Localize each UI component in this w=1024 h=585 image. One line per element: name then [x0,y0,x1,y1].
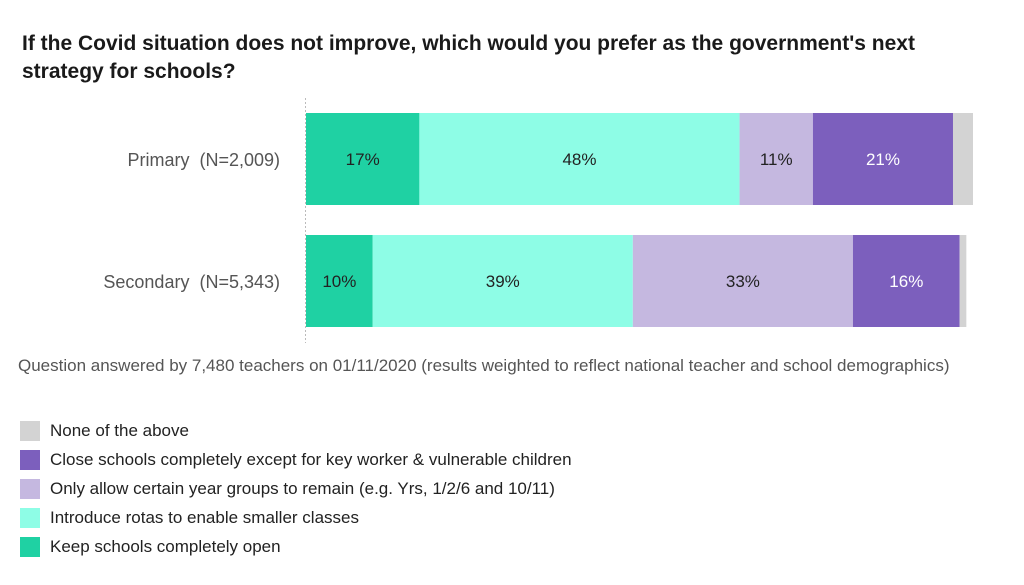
legend-label: None of the above [50,420,189,440]
chart-footnote: Question answered by 7,480 teachers on 0… [18,356,950,375]
legend-swatch [20,507,40,528]
legend-swatch [20,449,40,470]
chart-title: If the Covid situation does not improve,… [22,32,915,83]
legend-label: Introduce rotas to enable smaller classe… [50,507,359,527]
bar-segment [372,235,633,327]
bar-segment [306,113,420,205]
data-label: 16% [889,272,923,291]
legend-item: Introduce rotas to enable smaller classe… [20,503,572,532]
bar-segment [852,235,960,327]
chart-legend: None of the above Close schools completel… [20,416,572,561]
bar-segment [632,235,853,327]
category-label: Primary (N=2,009) [127,150,280,170]
data-label: 11% [760,150,793,169]
legend-label: Close schools completely except for key … [50,449,572,469]
data-label: 10% [322,272,356,291]
stacked-bar-chart: Primary (N=2,009) 17% 48% 11% 21% Secondary (… [103,98,973,343]
legend-item: None of the above [20,416,572,445]
data-label: 33% [726,272,760,291]
data-label: 17% [346,150,380,169]
legend-label: Only allow certain year groups to remain… [50,478,555,498]
legend-item: Keep schools completely open [20,532,572,561]
data-label: 48% [562,150,596,169]
legend-item: Only allow certain year groups to remain… [20,474,572,503]
bar-segment [739,113,813,205]
data-label: 21% [866,150,900,169]
legend-swatch [20,420,40,441]
bar-segment [306,235,373,327]
bar-segment [812,113,953,205]
legend-swatch [20,536,40,557]
bar-segment [419,113,740,205]
legend-label: Keep schools completely open [50,536,281,556]
legend-swatch [20,478,40,499]
bar-segment [959,235,967,327]
category-label: Secondary (N=5,343) [103,272,280,292]
bar-segment [952,113,973,205]
legend-item: Close schools completely except for key … [20,445,572,474]
data-label: 39% [486,272,520,291]
